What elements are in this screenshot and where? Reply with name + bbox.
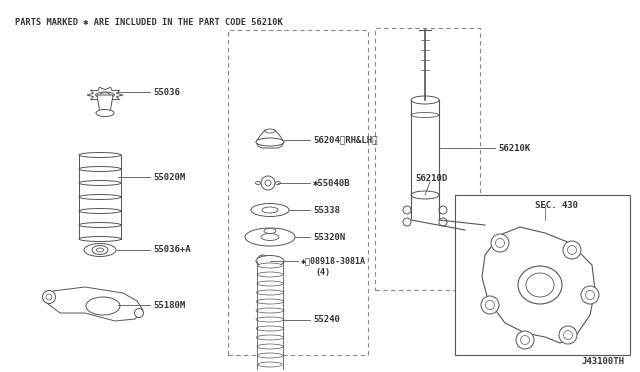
Polygon shape — [97, 95, 113, 113]
Text: 56204〈RH&LH〉: 56204〈RH&LH〉 — [313, 135, 378, 144]
Ellipse shape — [256, 299, 284, 304]
Text: 55240: 55240 — [313, 315, 340, 324]
Ellipse shape — [84, 244, 116, 257]
Circle shape — [481, 296, 499, 314]
Ellipse shape — [439, 218, 447, 226]
Circle shape — [491, 234, 509, 252]
Ellipse shape — [264, 228, 276, 234]
Ellipse shape — [526, 273, 554, 297]
Ellipse shape — [411, 96, 439, 104]
Ellipse shape — [257, 290, 284, 295]
Ellipse shape — [261, 234, 279, 241]
Ellipse shape — [97, 248, 104, 252]
Ellipse shape — [79, 237, 121, 241]
Ellipse shape — [79, 222, 121, 227]
Ellipse shape — [411, 112, 439, 118]
Text: 55180M: 55180M — [153, 301, 185, 310]
Ellipse shape — [256, 256, 284, 266]
Ellipse shape — [256, 317, 284, 322]
Text: (4): (4) — [315, 267, 330, 276]
Ellipse shape — [262, 207, 278, 213]
Ellipse shape — [257, 335, 284, 340]
Ellipse shape — [256, 308, 284, 313]
Circle shape — [261, 176, 275, 190]
Ellipse shape — [134, 308, 143, 317]
Ellipse shape — [439, 206, 447, 214]
Polygon shape — [87, 87, 123, 103]
Ellipse shape — [79, 180, 121, 186]
Circle shape — [559, 326, 577, 344]
Text: 55020M: 55020M — [153, 173, 185, 182]
Circle shape — [563, 330, 573, 340]
Circle shape — [265, 180, 271, 186]
Ellipse shape — [79, 209, 121, 214]
FancyBboxPatch shape — [455, 195, 630, 355]
Polygon shape — [256, 130, 284, 148]
Text: ✱55040B: ✱55040B — [313, 179, 351, 187]
Text: 55320N: 55320N — [313, 232, 345, 241]
Text: 56210K: 56210K — [498, 144, 531, 153]
Circle shape — [568, 246, 577, 254]
Ellipse shape — [255, 182, 260, 185]
Polygon shape — [482, 227, 595, 343]
Circle shape — [586, 291, 595, 299]
Ellipse shape — [258, 263, 282, 268]
Circle shape — [260, 259, 266, 263]
Text: PARTS MARKED ✱ ARE INCLUDED IN THE PART CODE 56210K: PARTS MARKED ✱ ARE INCLUDED IN THE PART … — [15, 17, 283, 26]
Ellipse shape — [257, 344, 283, 349]
Circle shape — [257, 255, 269, 267]
Text: SEC. 430: SEC. 430 — [535, 201, 578, 209]
Ellipse shape — [42, 291, 56, 304]
Text: 55036: 55036 — [153, 87, 180, 96]
Ellipse shape — [257, 353, 283, 358]
Circle shape — [516, 331, 534, 349]
Ellipse shape — [257, 272, 283, 277]
Ellipse shape — [251, 203, 289, 217]
Polygon shape — [43, 287, 143, 321]
Ellipse shape — [95, 92, 115, 98]
Text: 55338: 55338 — [313, 205, 340, 215]
Ellipse shape — [96, 109, 114, 116]
Circle shape — [520, 336, 529, 344]
Ellipse shape — [92, 246, 108, 254]
Ellipse shape — [79, 153, 121, 157]
Ellipse shape — [403, 218, 411, 226]
Ellipse shape — [403, 206, 411, 214]
Text: 56210D: 56210D — [415, 173, 447, 183]
Ellipse shape — [79, 167, 121, 171]
Text: ✱ⓝ08918-3081A: ✱ⓝ08918-3081A — [301, 257, 366, 266]
Circle shape — [486, 301, 495, 310]
Ellipse shape — [265, 129, 275, 133]
Text: 55036+A: 55036+A — [153, 246, 191, 254]
Ellipse shape — [257, 281, 283, 286]
Ellipse shape — [79, 195, 121, 199]
Circle shape — [581, 286, 599, 304]
Circle shape — [495, 238, 504, 247]
Ellipse shape — [275, 182, 280, 185]
Text: J43100TH: J43100TH — [582, 357, 625, 366]
Ellipse shape — [46, 294, 52, 300]
Ellipse shape — [100, 93, 110, 97]
Circle shape — [563, 241, 581, 259]
Ellipse shape — [245, 228, 295, 246]
Ellipse shape — [518, 266, 562, 304]
Ellipse shape — [411, 191, 439, 199]
Ellipse shape — [86, 297, 120, 315]
Ellipse shape — [258, 362, 282, 367]
Ellipse shape — [256, 326, 284, 331]
Ellipse shape — [256, 138, 284, 146]
